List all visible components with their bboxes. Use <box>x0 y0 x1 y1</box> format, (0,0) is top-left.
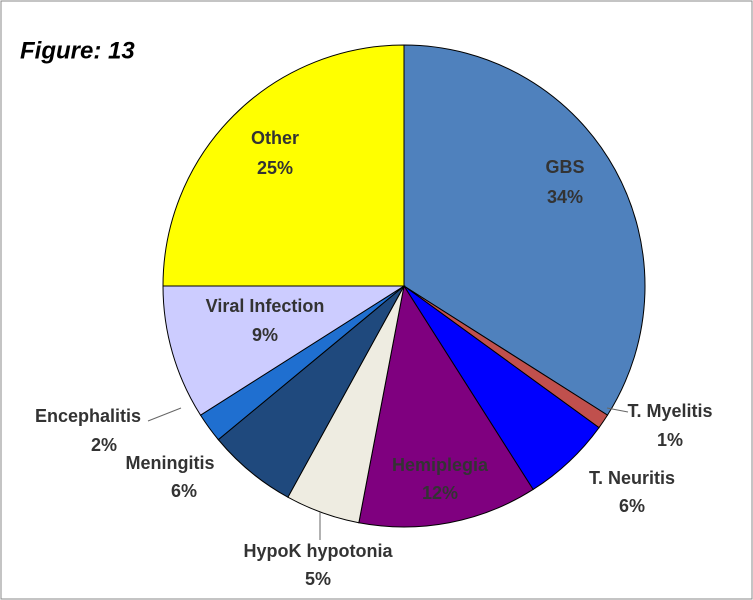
pie-slice <box>403 44 646 416</box>
slice-value-label: 2% <box>91 435 117 455</box>
slice-label: GBS <box>545 157 584 177</box>
slice-label: Meningitis <box>126 453 215 473</box>
slice-label: Other <box>251 128 299 148</box>
leader-line <box>606 407 629 413</box>
slice-label: T. Myelitis <box>627 401 712 421</box>
slice-value-label: 5% <box>305 569 331 589</box>
slice-value-label: 25% <box>257 158 293 178</box>
slice-label: T. Neuritis <box>589 468 675 488</box>
slice-label: HypoK hypotonia <box>244 541 394 561</box>
slice-label: Encephalitis <box>35 406 141 426</box>
pie-slice <box>358 284 534 528</box>
slice-value-label: 6% <box>171 481 197 501</box>
slice-label: Viral Infection <box>206 296 325 316</box>
chart-title: Figure: 13 <box>20 37 135 64</box>
pie-slice <box>162 44 405 287</box>
leader-line <box>147 407 182 422</box>
slice-value-label: 34% <box>547 187 583 207</box>
slice-value-label: 6% <box>619 496 645 516</box>
slice-value-label: 12% <box>422 483 458 503</box>
slice-label: Hemiplegia <box>392 455 489 475</box>
pie-slice <box>162 285 406 416</box>
slice-value-label: 9% <box>252 325 278 345</box>
slice-value-label: 1% <box>657 430 683 450</box>
